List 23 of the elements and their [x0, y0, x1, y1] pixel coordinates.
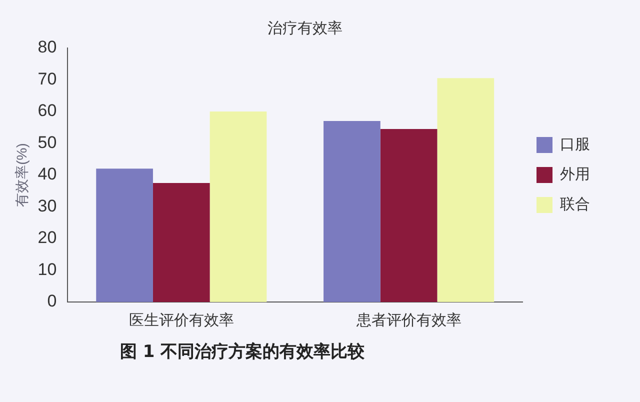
bar — [437, 78, 494, 302]
x-tick-label: 医生评价有效率 — [128, 312, 234, 330]
y-tick-label: 80 — [38, 38, 57, 57]
chart-title: 治疗有效率 — [268, 18, 342, 37]
y-tick-label: 10 — [38, 260, 57, 279]
y-tick-label: 70 — [38, 69, 57, 88]
y-tick-label: 30 — [38, 196, 57, 216]
bar — [324, 121, 380, 302]
y-tick-label: 0 — [47, 292, 57, 311]
bar — [210, 112, 267, 302]
y-tick-label: 50 — [38, 132, 57, 152]
bar — [152, 182, 210, 302]
x-tick-label: 患者评价有效率 — [355, 312, 462, 330]
legend-label: 口服 — [560, 136, 590, 154]
bar — [96, 168, 153, 302]
caption: 图 1 不同治疗方案的有效率比较 — [120, 341, 365, 363]
y-tick-label: 60 — [38, 101, 57, 120]
y-tick-label: 20 — [38, 228, 57, 248]
bar — [380, 128, 438, 302]
legend-label: 外用 — [560, 166, 590, 184]
legend-label: 联合 — [560, 196, 590, 214]
y-axis-title: 有效率(%) — [13, 143, 30, 207]
y-tick-label: 40 — [38, 164, 57, 184]
